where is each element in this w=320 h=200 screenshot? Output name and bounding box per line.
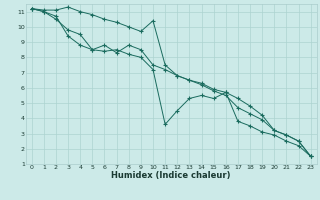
X-axis label: Humidex (Indice chaleur): Humidex (Indice chaleur) xyxy=(111,171,231,180)
